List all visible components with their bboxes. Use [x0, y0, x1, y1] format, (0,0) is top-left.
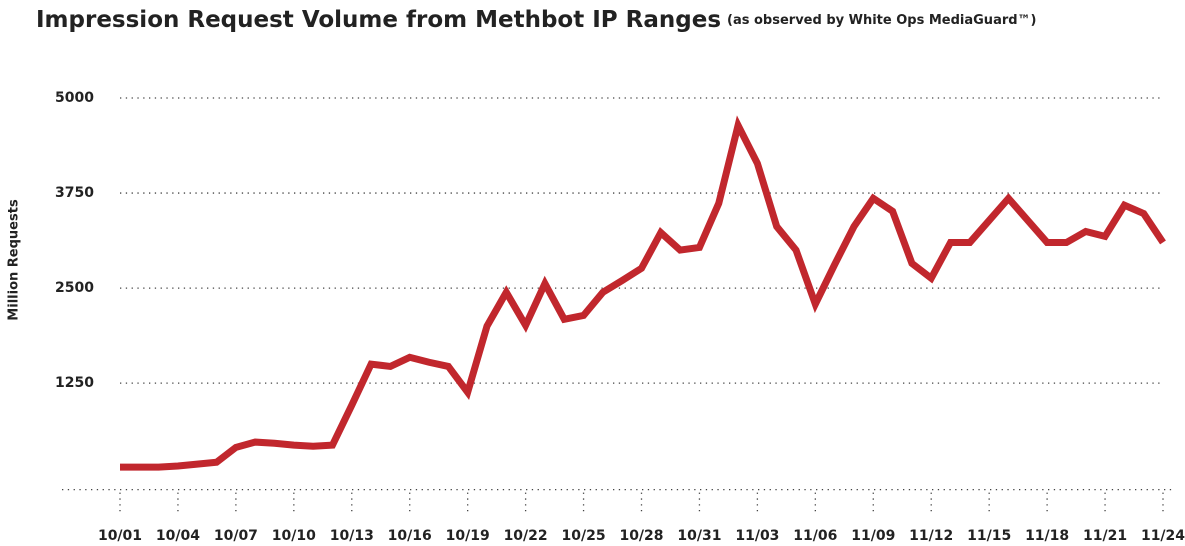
- x-tick-label: 10/22: [504, 528, 548, 544]
- x-tick-label: 11/03: [735, 528, 779, 544]
- data-line: [120, 115, 1166, 471]
- x-tick-label: 10/19: [446, 528, 490, 544]
- y-axis-label: Million Requests: [7, 199, 22, 321]
- y-tick-label: 3750: [55, 185, 94, 201]
- x-tick-label: 10/28: [619, 528, 663, 544]
- y-tick-label: 2500: [55, 280, 94, 296]
- x-tick-label: 10/04: [156, 528, 200, 544]
- subtitle: (as observed by White Ops MediaGuard™): [727, 13, 1036, 28]
- chart-title: Impression Request Volume from Methbot I…: [36, 7, 1037, 33]
- x-tick-label: 11/09: [851, 528, 895, 544]
- x-tick-label: 11/06: [793, 528, 837, 544]
- x-tick-label: 11/12: [909, 528, 953, 544]
- y-tick-label: 1250: [55, 375, 94, 391]
- x-tick-label: 10/31: [677, 528, 721, 544]
- x-tick-label: 11/18: [1025, 528, 1069, 544]
- title: Impression Request Volume from Methbot I…: [36, 7, 721, 33]
- x-tick-label: 10/16: [388, 528, 432, 544]
- x-tick-label: 10/25: [562, 528, 606, 544]
- x-tick-label: 10/10: [272, 528, 316, 544]
- y-tick-label: 5000: [55, 90, 94, 106]
- x-tick-label: 11/15: [967, 528, 1011, 544]
- x-tick-label: 10/01: [98, 528, 142, 544]
- x-tick-label: 11/21: [1083, 528, 1127, 544]
- x-tick-label: 10/07: [214, 528, 258, 544]
- x-tick-label: 11/24: [1141, 528, 1185, 544]
- x-tick-label: 10/13: [330, 528, 374, 544]
